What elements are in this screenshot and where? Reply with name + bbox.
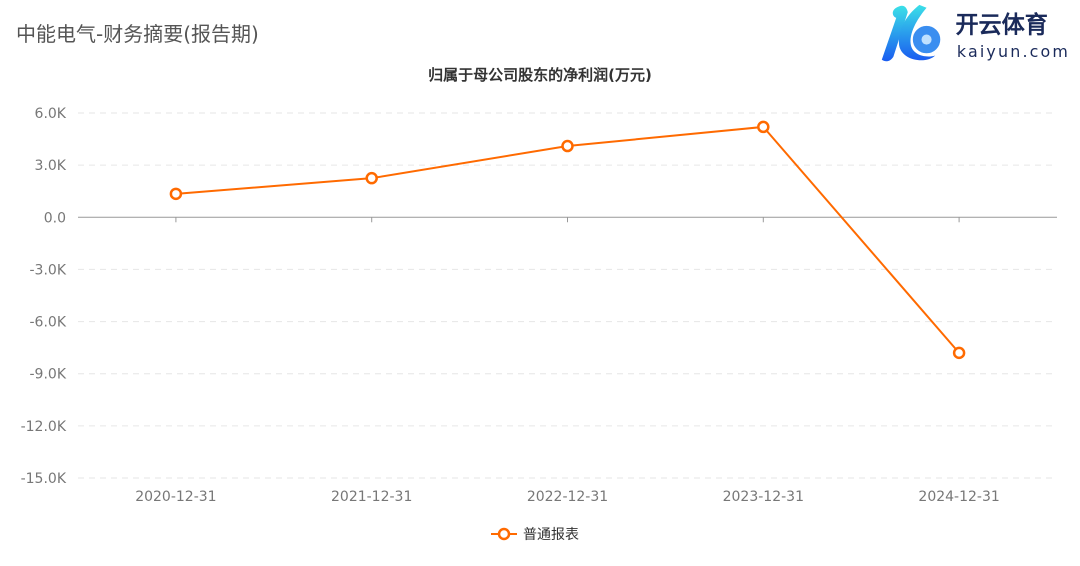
x-tick-label: 2021-12-31 <box>331 489 412 505</box>
logo-text-en: kaiyun.com <box>957 42 1070 61</box>
y-tick-label: -12.0K <box>21 419 67 435</box>
logo-ball-patch <box>921 34 932 45</box>
data-point <box>365 171 378 185</box>
kaiyun-watermark-logo: 开云体育 kaiyun.com <box>881 4 1070 62</box>
data-point <box>952 346 966 360</box>
y-tick-label: 6.0K <box>35 106 67 122</box>
series-line <box>175 125 960 354</box>
x-tick-label: 2022-12-31 <box>527 489 608 505</box>
x-tick-label: 2024-12-31 <box>918 489 999 505</box>
logo-text-cn: 开云体育 <box>955 11 1047 38</box>
data-point <box>169 187 183 201</box>
x-tick-label: 2023-12-31 <box>723 489 804 505</box>
y-tick-label: -9.0K <box>30 367 67 383</box>
legend-marker <box>497 527 511 541</box>
data-point <box>561 139 574 153</box>
y-tick-label: -3.0K <box>30 262 67 278</box>
legend-label: 普通报表 <box>523 527 579 543</box>
y-tick-label: 0.0 <box>44 210 66 226</box>
y-tick-label: -6.0K <box>30 315 67 331</box>
y-tick-label: -15.0K <box>21 471 67 487</box>
logo-k-stroke <box>881 5 908 62</box>
chart-title: 归属于母公司股东的净利润(万元) <box>428 66 652 84</box>
data-point <box>757 120 770 134</box>
x-tick-label: 2020-12-31 <box>135 489 216 505</box>
logo-swirl <box>898 4 936 61</box>
y-tick-label: 3.0K <box>35 158 67 174</box>
page-title: 中能电气-财务摘要(报告期) <box>16 22 259 46</box>
